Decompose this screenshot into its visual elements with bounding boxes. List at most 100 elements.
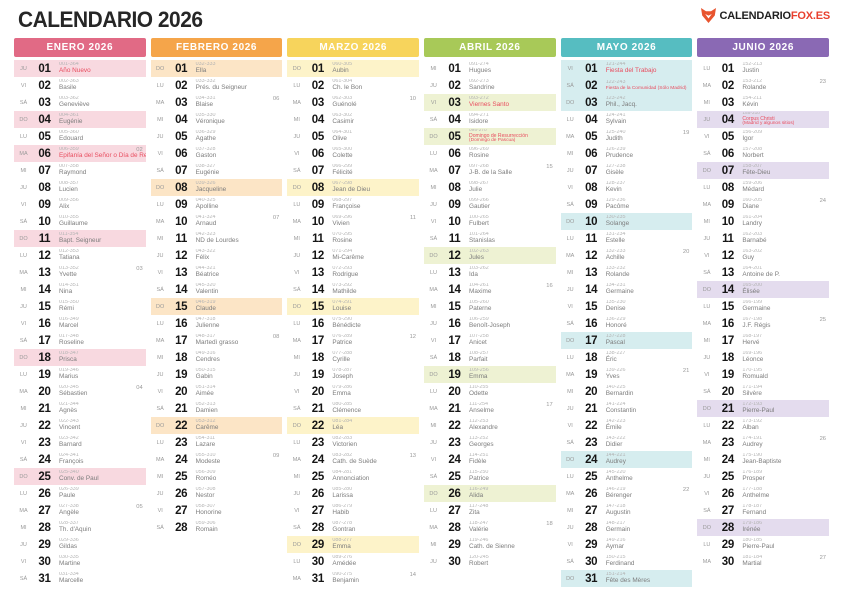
day-of-week-label: SÁ	[19, 337, 28, 344]
logo-text-accent: FOX.ES	[790, 9, 830, 22]
day-info: 080-285 Clémence	[329, 402, 419, 415]
day-of-year-counter: 100-265	[469, 215, 489, 221]
day-info: 032-333 Ella	[193, 62, 283, 75]
day-of-week-label: MI	[430, 65, 437, 72]
day-row: JU 05 036-329 Agathe	[151, 128, 283, 145]
day-info: 144-221 Audrey	[603, 453, 693, 466]
day-of-week-label: VI	[157, 388, 163, 395]
day-info: 025-340 Conv. de Paul	[56, 470, 146, 483]
day-number: 04	[175, 113, 188, 126]
day-info: 098-267 Julie	[466, 181, 556, 194]
day-number: 13	[311, 266, 325, 279]
day-number: 12	[448, 249, 461, 262]
day-row: LU 05 005-360 Edouard	[14, 128, 146, 145]
day-number: 04	[721, 113, 735, 126]
day-of-year-counter: 087-278	[332, 521, 353, 527]
day-row: JU 15 015-350 Rémi	[14, 298, 146, 315]
day-number: 23	[175, 436, 188, 449]
day-of-year-counter: 138-227	[605, 351, 626, 357]
day-info: 163-202 Guy	[739, 249, 829, 262]
day-number: 16	[585, 317, 598, 330]
day-of-week-label: SÁ	[703, 150, 711, 157]
day-row: DO 26 116-249 Alida	[424, 485, 556, 502]
day-number: 16	[311, 317, 325, 330]
day-row: MA 03 062-303 Guénolé 10	[287, 94, 419, 111]
day-of-week-label: MI	[157, 354, 164, 361]
day-row: JU 09 099-266 Gautier	[424, 196, 556, 213]
saint-name: Larissa	[332, 491, 353, 499]
day-number: 20	[38, 385, 51, 398]
day-of-year-counter: 125-240	[605, 130, 626, 136]
day-of-year-counter: 141-224	[605, 402, 626, 408]
day-row: VI 20 051-314 Aimée	[151, 383, 283, 400]
holiday-name: Año Nuevo	[59, 66, 91, 74]
day-info: 004-361 Eugénie	[56, 113, 146, 126]
day-of-year-counter: 119-246	[469, 538, 489, 544]
day-info: 073-292 Mathilde	[329, 283, 419, 296]
day-number: 15	[585, 300, 598, 313]
day-of-year-counter: 130-235	[605, 215, 626, 221]
day-of-year-counter: 155-210	[742, 112, 760, 117]
day-info: 167-198 J.F. Régis	[739, 317, 829, 330]
day-row: JU 28 148-217 Germain	[561, 519, 693, 536]
month-column-2: FEBRERO 2026 DO 01 032-333 Ella LU 02 033-332 Pr…	[150, 38, 283, 587]
day-row: LU 23 054-311 Lazare	[151, 434, 283, 451]
day-info: 087-278 Gontran	[329, 521, 419, 534]
day-of-year-counter: 060-305	[332, 62, 353, 68]
day-number: 02	[38, 79, 51, 92]
day-of-year-counter: 058-307	[195, 504, 216, 510]
day-number: 05	[448, 130, 461, 143]
day-of-week-label: SÁ	[19, 218, 28, 225]
day-number: 25	[311, 470, 325, 483]
saint-name: Irénée	[742, 525, 761, 533]
site-logo[interactable]: CALENDARIO FOX.ES	[700, 8, 830, 23]
day-number: 29	[721, 538, 735, 551]
day-of-year-counter: 026-339	[59, 487, 79, 493]
day-of-week-label: DO	[702, 524, 711, 531]
day-number: 30	[721, 555, 735, 568]
day-number: 13	[721, 266, 735, 279]
saint-name: Valentin	[195, 287, 219, 295]
day-of-year-counter: 105-260	[469, 300, 489, 306]
saint-name: François	[59, 457, 84, 465]
day-info: 044-321 Béatrice	[193, 266, 283, 279]
day-of-year-counter: 134-231	[605, 283, 626, 289]
day-info: 050-315 Gabin	[193, 368, 283, 381]
day-of-year-counter: 071-294	[332, 249, 353, 255]
day-number: 15	[175, 300, 188, 313]
saint-name: Jacqueline	[195, 185, 227, 193]
day-of-year-counter: 021-344	[59, 402, 79, 408]
day-of-week-label: LU	[430, 507, 438, 514]
saint-name: Médard	[742, 185, 765, 193]
day-info: 054-311 Lazare	[193, 436, 283, 449]
day-of-year-counter: 089-276	[332, 555, 353, 561]
day-of-year-counter: 024-341	[59, 453, 79, 459]
day-of-week-label: MA	[429, 167, 438, 174]
day-of-week-label: LU	[19, 133, 28, 140]
day-info: 061-304 Ch. le Bon	[329, 79, 419, 92]
saint-name: Yvette	[59, 270, 77, 278]
day-of-year-counter: 154-211	[742, 96, 762, 102]
holiday-name: Fiesta de la Comunidad (Sólo Madrid)	[605, 85, 687, 91]
day-of-week-label: SÁ	[293, 286, 301, 293]
saint-name: Barnard	[59, 440, 82, 448]
day-info: 053-312 Carême	[193, 419, 283, 432]
day-number: 14	[175, 283, 188, 296]
day-of-year-counter: 025-340	[59, 470, 79, 476]
day-number: 14	[721, 283, 735, 296]
day-of-week-label: MA	[19, 150, 28, 157]
day-number: 23	[38, 436, 51, 449]
saint-name: Conv. de Paul	[59, 474, 99, 482]
day-info: 009-356 Alix	[56, 198, 146, 211]
week-number: 15	[546, 164, 553, 170]
day-of-week-label: JU	[566, 286, 574, 293]
day-row: JU 21 141-224 Constantin	[561, 400, 693, 417]
saint-name: Germain	[605, 525, 631, 533]
day-of-year-counter: 117-248	[469, 504, 489, 510]
day-info: 016-349 Marcel	[56, 317, 146, 330]
day-of-week-label: MI	[567, 269, 574, 276]
day-row: JU 22 022-343 Vincent	[14, 417, 146, 434]
day-of-week-label: VI	[157, 507, 163, 514]
day-row: VI 08 128-237 Kevin	[561, 179, 693, 196]
day-row: MI 22 112-253 Alexandre	[424, 417, 556, 434]
